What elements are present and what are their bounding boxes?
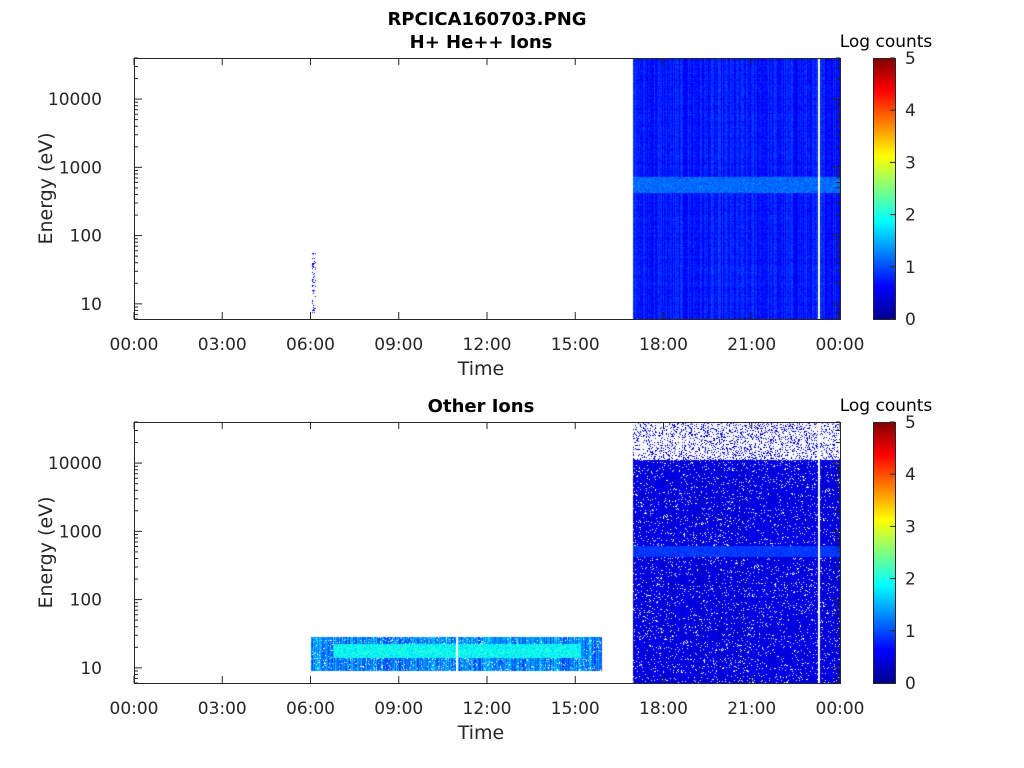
y-tick-label: 100 bbox=[70, 227, 102, 247]
colorbar-tick-label: 2 bbox=[905, 570, 916, 590]
colorbar bbox=[873, 58, 895, 319]
y-axis-label: Energy (eV) bbox=[35, 496, 57, 608]
spectrogram-heatmap bbox=[134, 58, 840, 319]
x-axis-label: Time bbox=[457, 358, 505, 380]
colorbar-tick-label: 4 bbox=[905, 101, 916, 121]
x-tick-label: 21:00 bbox=[727, 699, 776, 719]
x-tick-label: 00:00 bbox=[110, 335, 159, 355]
x-tick-label: 06:00 bbox=[286, 699, 335, 719]
colorbar-tick-label: 4 bbox=[905, 465, 916, 485]
x-tick-label: 06:00 bbox=[286, 335, 335, 355]
x-tick-label: 00:00 bbox=[816, 699, 865, 719]
x-tick-label: 12:00 bbox=[463, 699, 512, 719]
colorbar-frame bbox=[873, 422, 896, 684]
y-tick-label: 10 bbox=[80, 295, 102, 315]
x-tick-label: 12:00 bbox=[463, 335, 512, 355]
colorbar-tick-label: 3 bbox=[905, 153, 916, 173]
colorbar-frame bbox=[873, 58, 896, 320]
figure-title: RPCICA160703.PNG bbox=[387, 9, 586, 30]
panel-title: Other Ions bbox=[428, 396, 535, 417]
x-tick-label: 18:00 bbox=[639, 335, 688, 355]
colorbar-label: Log counts bbox=[840, 396, 933, 416]
y-axis-label: Energy (eV) bbox=[35, 132, 57, 244]
x-axis-label: Time bbox=[457, 722, 505, 744]
y-tick-label: 1000 bbox=[59, 158, 102, 178]
y-tick-label: 100 bbox=[70, 591, 102, 611]
y-tick-label: 1000 bbox=[59, 522, 102, 542]
colorbar-label: Log counts bbox=[840, 32, 933, 52]
spectrogram-panel-2: Other Ions 00:00 03:00 06:00 09:00 12:00 15:00… bbox=[35, 396, 932, 744]
x-tick-label: 09:00 bbox=[374, 699, 423, 719]
panels-container: H+ He++ Ions 00:00 03:00 06:00 09:00 12:00 15:… bbox=[35, 32, 932, 744]
colorbar bbox=[873, 422, 895, 683]
y-tick-label: 10000 bbox=[48, 90, 102, 110]
panel-title: H+ He++ Ions bbox=[410, 32, 553, 53]
colorbar-tick-label: 5 bbox=[905, 49, 916, 69]
x-tick-label: 18:00 bbox=[639, 699, 688, 719]
colorbar-tick-label: 2 bbox=[905, 206, 916, 226]
spectrogram-panel-1: H+ He++ Ions 00:00 03:00 06:00 09:00 12:00 15:… bbox=[35, 32, 932, 380]
colorbar-tick-label: 1 bbox=[905, 622, 916, 642]
colorbar-tick-label: 5 bbox=[905, 413, 916, 433]
x-tick-label: 09:00 bbox=[374, 335, 423, 355]
colorbar-tick-label: 1 bbox=[905, 258, 916, 278]
colorbar-tick-label: 0 bbox=[905, 310, 916, 330]
x-tick-label: 21:00 bbox=[727, 335, 776, 355]
x-tick-label: 15:00 bbox=[551, 335, 600, 355]
y-tick-label: 10000 bbox=[48, 454, 102, 474]
x-tick-label: 03:00 bbox=[198, 335, 247, 355]
x-tick-label: 00:00 bbox=[816, 335, 865, 355]
x-tick-label: 03:00 bbox=[198, 699, 247, 719]
colorbar-tick-label: 3 bbox=[905, 517, 916, 537]
colorbar-tick-label: 0 bbox=[905, 674, 916, 694]
spectrogram-heatmap bbox=[134, 422, 840, 683]
y-tick-label: 10 bbox=[80, 659, 102, 679]
x-tick-label: 15:00 bbox=[551, 699, 600, 719]
x-tick-label: 00:00 bbox=[110, 699, 159, 719]
